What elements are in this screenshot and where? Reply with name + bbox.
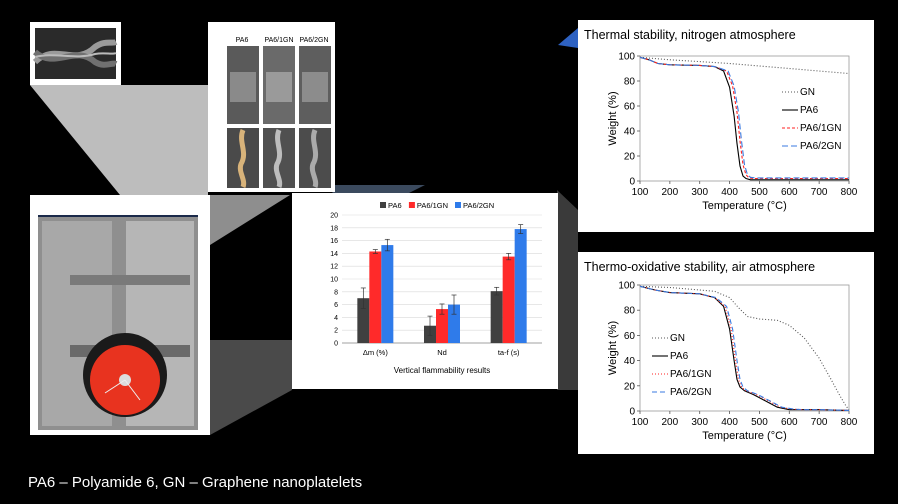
x-tick-label: 100 [632,417,649,428]
y-tick-label: 60 [624,102,636,113]
caption-text: PA6 – Polyamide 6, GN – Graphene nanopla… [28,474,363,491]
flammability-bar-chart: 0 2 4 6 8 10 12 14 16 18 20 Δm (%) Nd ta-f (s) PA6 PA6/… [330,201,542,375]
plot-frame [639,284,850,412]
y-tick-label: 100 [618,52,635,63]
plot-frame [639,55,850,182]
y-tick-label: 10 [330,277,338,284]
y-axis-title: Weight (%) [607,321,619,375]
bar [502,256,515,343]
bar [369,251,382,343]
samples-photo-panel: PA6 PA6/1GN PA6/2GN [208,22,335,192]
x-tick-label: 300 [691,187,708,198]
legend-swatch [380,202,386,208]
x-axis-title: Temperature (°C) [702,430,786,442]
connector-grey-small [208,195,290,245]
x-tick-label: 600 [781,187,798,198]
legend-label: PA6/1GN [417,201,448,210]
x-tick-label: 800 [841,417,858,428]
bar [357,298,370,343]
y-tick-label: 18 [330,225,338,232]
legend-label: PA6 [388,201,402,210]
y-tick-label: 16 [330,238,338,245]
x-tick-label: 200 [662,187,679,198]
legend-label: GN [800,87,815,98]
rope-photo [32,28,118,79]
x-tick-label: 800 [841,187,858,198]
bar [514,229,527,343]
x-tick-label: 600 [781,417,798,428]
series-line [639,285,850,411]
bar [448,304,460,343]
y-tick-label: 40 [624,127,636,138]
y-tick-label: 0 [334,341,338,348]
legend-label: PA6/2GN [800,141,842,152]
y-tick-label: 100 [618,281,635,292]
connector-bar-right [557,190,578,390]
x-tick-label: 100 [632,187,649,198]
air-chart-panel: Thermo-oxidative stability, air atmosphe… [578,252,874,454]
legend-label: PA6 [670,351,689,362]
x-tick-label: 400 [721,417,738,428]
y-tick-label: 80 [624,306,636,317]
y-tick-label: 20 [624,152,636,163]
y-tick-label: 6 [334,302,338,309]
connector-apparatus [210,340,292,435]
series-line [639,285,850,411]
x-tick-label: 700 [811,417,828,428]
x-category-label: Δm (%) [363,348,389,357]
legend-label: PA6/1GN [800,123,842,134]
y-tick-label: 4 [334,315,338,322]
sample-label-pa6: PA6 [236,37,249,44]
x-tick-label: 300 [691,417,708,428]
connector-blue-tri [558,28,578,48]
y-tick-label: 2 [334,328,338,335]
y-axis-title: Weight (%) [607,91,619,145]
series-line [639,56,850,75]
air-tga-chart: Thermo-oxidative stability, air atmosphe… [584,260,858,442]
x-tick-label: 500 [751,187,768,198]
x-tick-label: 200 [662,417,679,428]
bar [381,245,394,343]
legend-swatch [408,202,415,208]
chart-title: Thermal stability, nitrogen atmosphere [584,28,796,42]
series-line [639,56,849,180]
legend-label: PA6/2GN [463,201,494,210]
apparatus-photo-panel [30,195,210,435]
nitrogen-chart-panel: Thermal stability, nitrogen atmosphere 0 2… [578,20,874,232]
y-tick-label: 40 [624,356,636,367]
flammability-chart-panel: 0 2 4 6 8 10 12 14 16 18 20 Δm (%) Nd ta-f (s) PA6 PA6/… [292,193,558,389]
y-tick-label: 80 [624,77,636,88]
sample-label-pa6-1gn: PA6/1GN [264,37,293,44]
connector-grey-large [30,85,208,195]
y-tick-label: 0 [629,177,635,188]
legend-swatch [455,202,461,208]
y-tick-label: 14 [330,251,338,258]
y-tick-label: 60 [624,331,636,342]
y-tick-label: 20 [624,381,636,392]
legend-label: GN [670,333,685,344]
x-category-label: Nd [437,348,447,357]
series-line [639,285,850,411]
series-line [639,56,849,179]
y-tick-label: 0 [629,407,635,418]
chart-title: Thermo-oxidative stability, air atmosphe… [584,260,815,274]
legend-label: PA6/1GN [670,369,712,380]
y-tick-label: 20 [330,213,338,220]
rope-photo-frame [30,22,121,85]
bar [490,291,503,343]
y-tick-label: 12 [330,264,338,271]
x-axis-title: Vertical flammability results [394,366,490,375]
legend-label: PA6 [800,105,819,116]
x-tick-label: 400 [721,187,738,198]
x-category-label: ta-f (s) [498,348,520,357]
x-tick-label: 500 [751,417,768,428]
nitrogen-tga-chart: Thermal stability, nitrogen atmosphere 0 2… [584,28,858,212]
x-tick-label: 700 [811,187,828,198]
y-tick-label: 8 [334,289,338,296]
x-axis-title: Temperature (°C) [702,200,786,212]
bar [436,309,448,343]
sample-label-pa6-2gn: PA6/2GN [299,37,328,44]
legend-label: PA6/2GN [670,387,712,398]
